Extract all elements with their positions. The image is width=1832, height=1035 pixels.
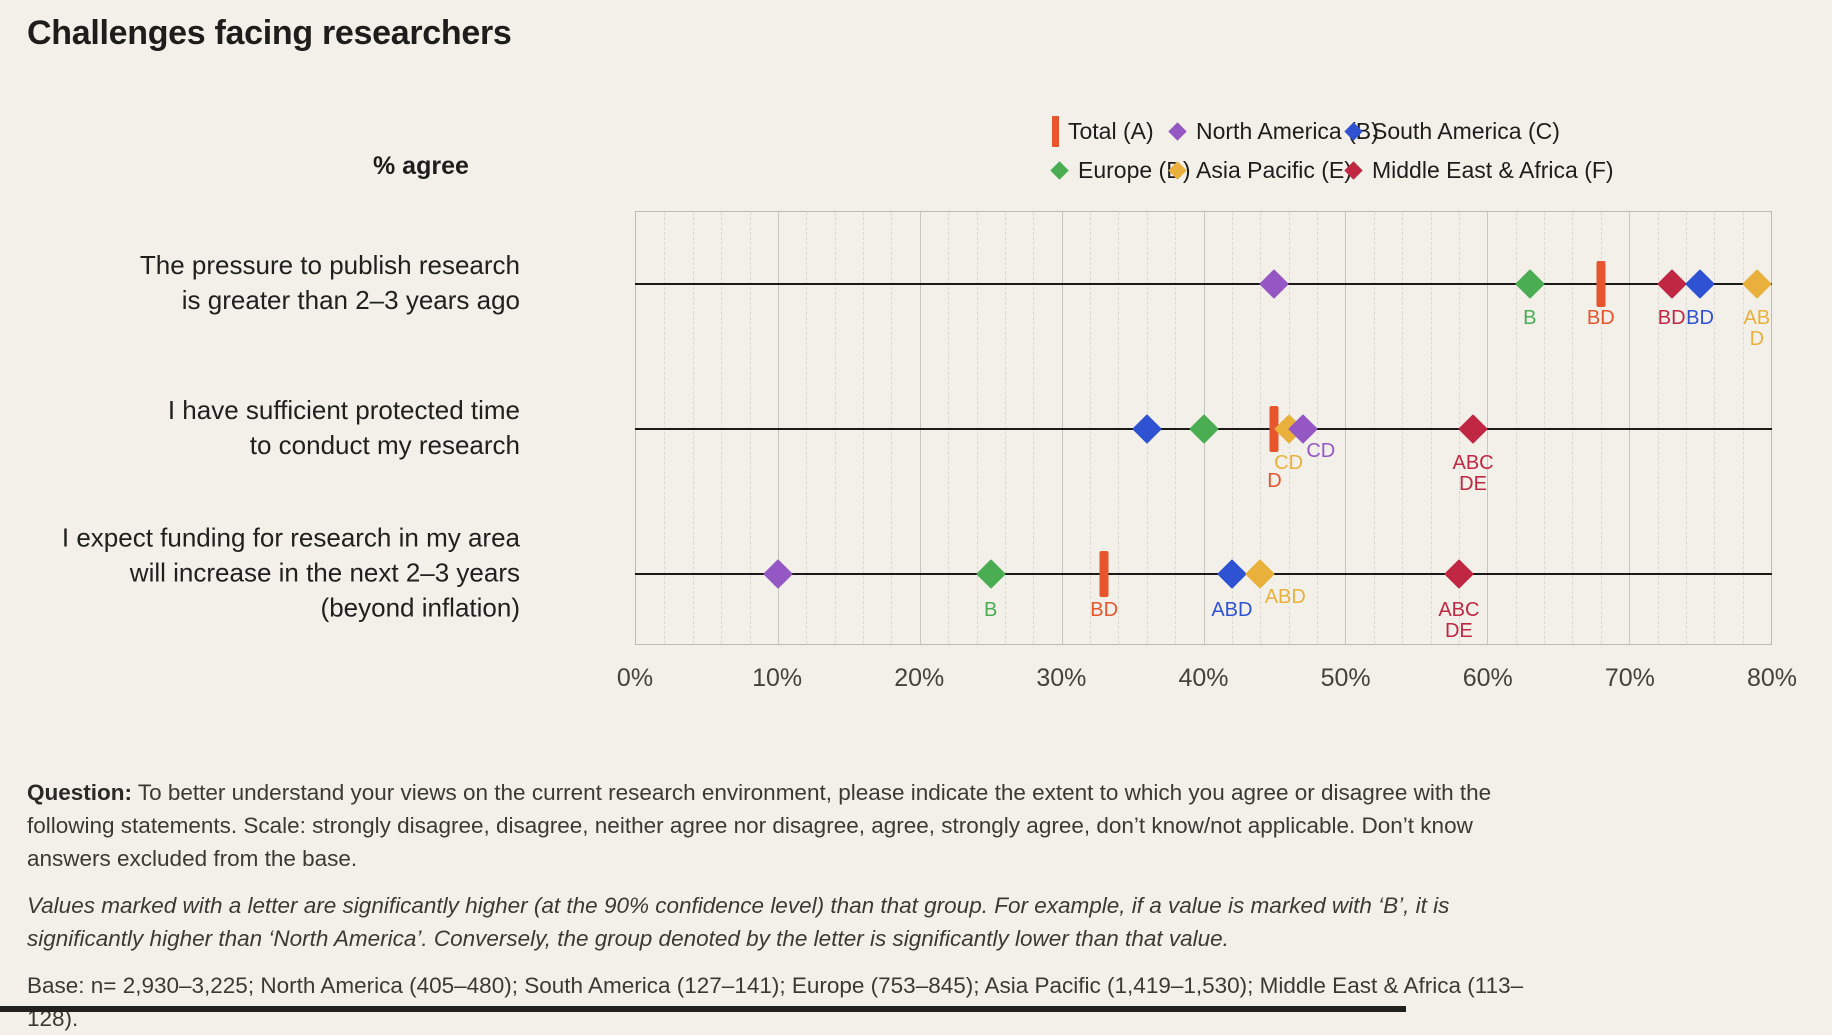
marker-north-america	[763, 558, 793, 589]
x-axis-ticks: 0% 10% 20% 30% 40% 50% 60% 70% 80%	[617, 664, 1797, 694]
legend-item-asia-pacific: Asia Pacific (E)	[1168, 155, 1352, 185]
legend-diamond-icon	[1344, 160, 1363, 180]
sig-label: BD	[1658, 308, 1686, 329]
legend-item-south-america: South America (C)	[1344, 116, 1560, 146]
row-labels: The pressure to publish research is great…	[0, 211, 520, 645]
statement-label-line: The pressure to publish research	[139, 250, 520, 281]
marker-middle-east-africa	[1656, 269, 1687, 300]
sig-label-line: ABC	[1452, 452, 1494, 474]
footer: Question: To better understand your view…	[27, 776, 1535, 1035]
sig-label: ABC DE	[1453, 453, 1494, 495]
x-tick-label: 0%	[616, 664, 654, 692]
sig-label: B	[1523, 308, 1536, 329]
marker-north-america	[1259, 269, 1290, 300]
legend-bar-icon	[1052, 115, 1059, 147]
statement-label-line: is greater than 2–3 years ago	[181, 285, 520, 316]
sig-label: BD	[1090, 598, 1119, 621]
marker-middle-east-africa	[1458, 414, 1488, 444]
legend-item-label: South America (C)	[1372, 117, 1560, 144]
legend-item-label: Total (A)	[1068, 117, 1154, 144]
marker-middle-east-africa	[1444, 558, 1474, 589]
sig-label: B	[984, 598, 998, 621]
sig-label: BD	[1587, 308, 1615, 329]
marker-asia-pacific	[1741, 269, 1772, 300]
marker-total	[1099, 550, 1109, 597]
x-tick-label: 40%	[1178, 664, 1229, 692]
sig-label: ABD	[1211, 598, 1253, 621]
sig-label-line: BD	[1657, 307, 1686, 330]
marker-europe	[975, 558, 1006, 589]
statement-label-line: (beyond inflation)	[320, 592, 520, 623]
sig-label-line: BD	[1586, 307, 1615, 330]
sig-label-line: D	[1749, 328, 1765, 351]
sig-label-line: BD	[1686, 307, 1714, 330]
sig-label: D	[1267, 471, 1281, 492]
x-tick-label: 70%	[1604, 664, 1655, 692]
statement-baseline	[635, 283, 1772, 286]
legend-diamond-icon	[1050, 160, 1069, 180]
sig-label: BD	[1686, 308, 1714, 329]
sig-label-line: ABD	[1264, 585, 1306, 608]
sig-label-line: D	[1267, 470, 1282, 492]
sig-label-line: BD	[1090, 598, 1119, 621]
page-title: Challenges facing researchers	[27, 14, 512, 52]
agree-axis-label: % agree	[373, 152, 469, 180]
sig-label: CD	[1306, 441, 1335, 462]
question-text: To better understand your views on the c…	[27, 780, 1492, 871]
marker-total	[1596, 261, 1606, 308]
sig-label-line: B	[984, 598, 998, 621]
x-tick-label: 80%	[1746, 664, 1798, 692]
marker-south-america	[1131, 414, 1162, 444]
x-tick-label: 60%	[1462, 664, 1513, 692]
x-tick-label: 50%	[1320, 664, 1371, 692]
statement-label: I have sufficient protected time to condu…	[168, 393, 520, 463]
marker-europe	[1514, 269, 1545, 300]
marker-south-america	[1217, 558, 1247, 589]
plot-area: B BD BD BD AB D D CD CD ABC DE B BD ABD ABD ABC DE	[635, 211, 1772, 645]
statement-label-line: I have sufficient protected time	[167, 395, 520, 425]
question-paragraph: Question: To better understand your view…	[27, 776, 1535, 875]
statement-label-line: will increase in the next 2–3 years	[129, 557, 520, 588]
x-tick-label: 10%	[752, 664, 803, 692]
sig-label: CD	[1274, 453, 1303, 474]
legend-diamond-icon	[1168, 121, 1187, 141]
legend-item-label: Asia Pacific (E)	[1196, 156, 1352, 183]
statement-label-line: I expect funding for research in my area	[61, 522, 520, 553]
marker-south-america	[1685, 269, 1715, 300]
x-tick-label: 20%	[894, 664, 945, 692]
question-label: Question:	[27, 780, 132, 805]
sig-label-line: ABC	[1438, 598, 1480, 621]
sig-label-line: ABD	[1211, 598, 1253, 621]
legend-item-middle-east-africa: Middle East & Africa (F)	[1344, 155, 1614, 185]
sig-label: ABD	[1264, 585, 1306, 608]
sig-label-line: DE	[1459, 473, 1487, 495]
legend-diamond-icon	[1344, 121, 1363, 141]
sig-label-line: B	[1523, 307, 1537, 330]
base-note: Base: n= 2,930–3,225; North America (405…	[27, 973, 1524, 1031]
marker-europe	[1188, 414, 1219, 444]
sig-label-line: CD	[1306, 440, 1336, 462]
legend-diamond-icon	[1168, 160, 1187, 180]
statement-baseline	[635, 572, 1772, 575]
sig-label-line: AB	[1743, 307, 1771, 330]
sig-label-line: DE	[1444, 619, 1473, 642]
legend-item-label: Middle East & Africa (F)	[1372, 156, 1614, 183]
statement-label: The pressure to publish research is great…	[140, 248, 520, 318]
legend-item-total: Total (A)	[1050, 115, 1154, 147]
statement-label-line: to conduct my research	[249, 430, 520, 460]
sig-label: ABC DE	[1438, 598, 1480, 642]
page: Challenges facing researchers % agree To…	[0, 14, 1797, 1031]
statement-label: I expect funding for research in my area…	[62, 520, 520, 625]
x-tick-label: 30%	[1036, 664, 1087, 692]
significance-note: Values marked with a letter are signific…	[27, 893, 1450, 951]
page-bottom-bar	[0, 1006, 1406, 1012]
marker-asia-pacific	[1245, 558, 1276, 589]
sig-label-line: CD	[1274, 452, 1304, 474]
